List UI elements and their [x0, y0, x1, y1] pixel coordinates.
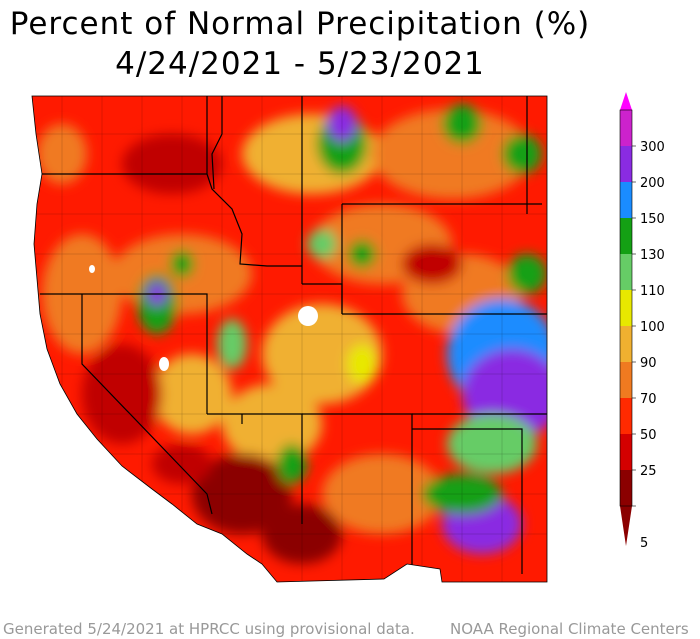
generated-note: Generated 5/24/2021 at HPRCC using provi…: [3, 620, 415, 638]
date-range-subtitle: 4/24/2021 - 5/23/2021: [115, 46, 485, 82]
color-legend: 5 25 50 70 90 100 110 130 150 200 300: [619, 92, 665, 548]
legend-label: 200: [640, 176, 665, 191]
legend-swatch: [620, 254, 632, 290]
legend-swatch: [620, 362, 632, 398]
legend-outline: [619, 109, 633, 507]
legend-swatch: [620, 110, 632, 146]
legend-swatch: [620, 182, 632, 218]
legend-top-arrow: [620, 92, 632, 110]
source-credit: NOAA Regional Climate Centers: [450, 620, 689, 638]
legend-swatch: [620, 218, 632, 254]
legend-label: 130: [640, 248, 665, 263]
precip-field: [32, 96, 547, 582]
legend-label: 50: [640, 428, 657, 443]
legend-label: 70: [640, 392, 657, 407]
legend-swatch: [620, 290, 632, 326]
legend-label: 90: [640, 356, 657, 371]
legend-label: 100: [640, 320, 665, 335]
legend-bottom-arrow: [620, 506, 632, 546]
precipitation-map: [31, 95, 548, 583]
legend-swatch: [620, 398, 632, 434]
legend-label: 110: [640, 284, 665, 299]
legend-label: 5: [640, 536, 648, 548]
legend-label: 25: [640, 464, 657, 479]
legend-swatch: [620, 434, 632, 470]
map-title: Percent of Normal Precipitation (%): [9, 6, 591, 42]
legend-swatch: [620, 146, 632, 182]
legend-swatch: [620, 470, 632, 506]
legend-label: 150: [640, 212, 665, 227]
legend-swatch: [620, 326, 632, 362]
legend-label: 300: [640, 140, 665, 155]
